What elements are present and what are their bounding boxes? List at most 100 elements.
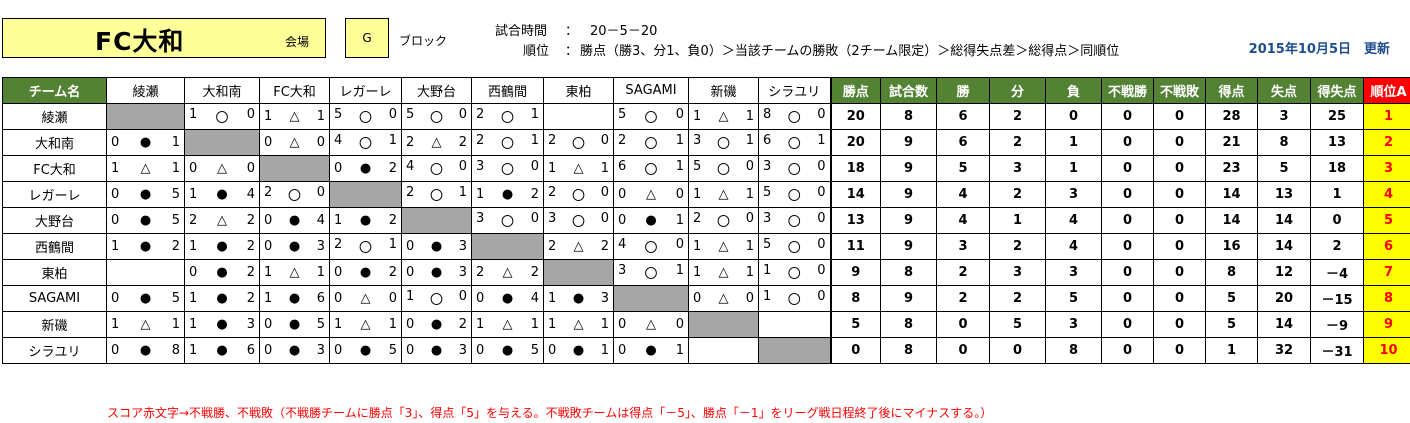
score-result: 〇: [571, 215, 585, 230]
score-result: 〇: [500, 137, 514, 152]
stat-cell: 8: [1205, 259, 1258, 286]
score-cell: 1 △ 1: [688, 233, 759, 260]
stat-cell: 0: [936, 337, 990, 364]
header-stat: 分: [989, 77, 1046, 104]
header-opponent: 大和南: [184, 77, 260, 104]
stat-cell: 25: [1310, 103, 1364, 130]
stat-cell: 0: [1153, 129, 1206, 156]
stat-cell: 0: [1101, 207, 1154, 234]
score-result: ●: [359, 265, 372, 280]
score-away: 1: [600, 343, 609, 358]
score-away: 5: [316, 317, 325, 332]
score-away: 0: [745, 291, 754, 306]
score-away: 0: [530, 159, 539, 174]
stat-cell: 14: [829, 181, 881, 208]
stat-cell: 8: [1045, 337, 1102, 364]
score-result: 〇: [429, 293, 443, 308]
score-away: 1: [745, 109, 754, 124]
team-name: 大野台: [2, 207, 107, 234]
score-result: ●: [139, 213, 152, 228]
score-away: 5: [171, 291, 180, 306]
score-result: ●: [216, 291, 228, 306]
score-home: 0: [406, 239, 415, 254]
score-away: 0: [458, 107, 467, 122]
stat-cell: 5: [1045, 285, 1102, 312]
header-stat: 負: [1045, 77, 1102, 104]
stat-cell: 3: [1045, 311, 1102, 338]
score-away: 2: [388, 265, 397, 280]
stat-cell: －15: [1310, 285, 1364, 312]
score-home: 0: [264, 213, 273, 228]
score-away: 1: [675, 263, 684, 278]
score-home: 8: [763, 107, 772, 122]
score-away: 0: [458, 289, 467, 304]
stat-cell: 0: [1101, 129, 1154, 156]
score-result: △: [718, 187, 729, 202]
rank-cell: 5: [1363, 207, 1410, 234]
score-cell: 0 ● 5: [106, 181, 185, 208]
team-name: 新磯: [2, 311, 107, 338]
score-cell: 1 ● 3: [184, 311, 260, 338]
team-name: SAGAMI: [2, 285, 107, 312]
score-result: △: [289, 109, 300, 124]
score-away: 1: [171, 317, 180, 332]
score-cell: 0 ● 1: [106, 129, 185, 156]
stat-cell: 14: [1257, 311, 1311, 338]
team-name: 東柏: [2, 259, 107, 286]
score-result: △: [718, 265, 729, 280]
score-home: 0: [264, 343, 273, 358]
score-home: 0: [334, 161, 343, 176]
score-result: ●: [288, 291, 301, 306]
score-cell: 4 〇 0: [613, 233, 689, 260]
score-result: 〇: [787, 163, 801, 178]
stat-cell: 2: [989, 233, 1046, 260]
header-stat: 得失点: [1310, 77, 1364, 104]
stat-cell: 32: [1257, 337, 1311, 364]
score-result: ●: [216, 343, 228, 358]
score-home: 3: [548, 211, 557, 226]
score-result: ●: [139, 239, 152, 254]
score-cell: 1 ● 4: [184, 181, 260, 208]
stat-cell: 4: [1045, 207, 1102, 234]
score-result: △: [718, 109, 729, 124]
stat-cell: 3: [989, 155, 1046, 182]
score-cell: 0 ● 3: [401, 337, 472, 364]
score-result: △: [140, 161, 151, 176]
stat-cell: 9: [880, 129, 937, 156]
score-home: 0: [406, 343, 415, 358]
score-away: 0: [675, 237, 684, 252]
score-cell: 1 ● 2: [471, 181, 544, 208]
score-result: 〇: [716, 215, 730, 230]
score-away: 1: [388, 317, 397, 332]
stat-cell: 0: [1101, 181, 1154, 208]
score-away: 1: [745, 133, 754, 148]
header-stat: 不戦敗: [1153, 77, 1206, 104]
stat-cell: 20: [829, 129, 881, 156]
header-team: チーム名: [2, 77, 107, 104]
header-opponent: レガーレ: [329, 77, 402, 104]
score-home: 5: [334, 107, 343, 122]
score-cell: 1 △ 1: [543, 155, 614, 182]
team-name: レガーレ: [2, 181, 107, 208]
score-home: 4: [618, 237, 627, 252]
rank-cell: 1: [1363, 103, 1410, 130]
score-away: 2: [246, 291, 255, 306]
self-cell: [471, 233, 544, 260]
table-row: 大和南 0 ● 1 0 △ 0 4 〇 1 2 △ 2 2 〇 1 2 〇 0 2 〇 1 3 〇 1 6 〇 1 20 9 6 2 1 0 0 21…: [2, 129, 1410, 156]
score-home: 0: [618, 343, 627, 358]
score-home: 1: [334, 213, 343, 228]
stat-cell: 3: [1257, 103, 1311, 130]
score-away: 6: [316, 291, 325, 306]
score-home: 1: [189, 107, 198, 122]
score-cell: 1 ● 2: [106, 233, 185, 260]
stat-cell: 5: [989, 311, 1046, 338]
score-result: 〇: [644, 241, 658, 256]
stat-cell: 20: [829, 103, 881, 130]
rank-cell: 2: [1363, 129, 1410, 156]
score-cell: 0 ● 3: [401, 233, 472, 260]
stat-cell: 0: [829, 337, 881, 364]
score-cell: 0 ● 2: [329, 259, 402, 286]
